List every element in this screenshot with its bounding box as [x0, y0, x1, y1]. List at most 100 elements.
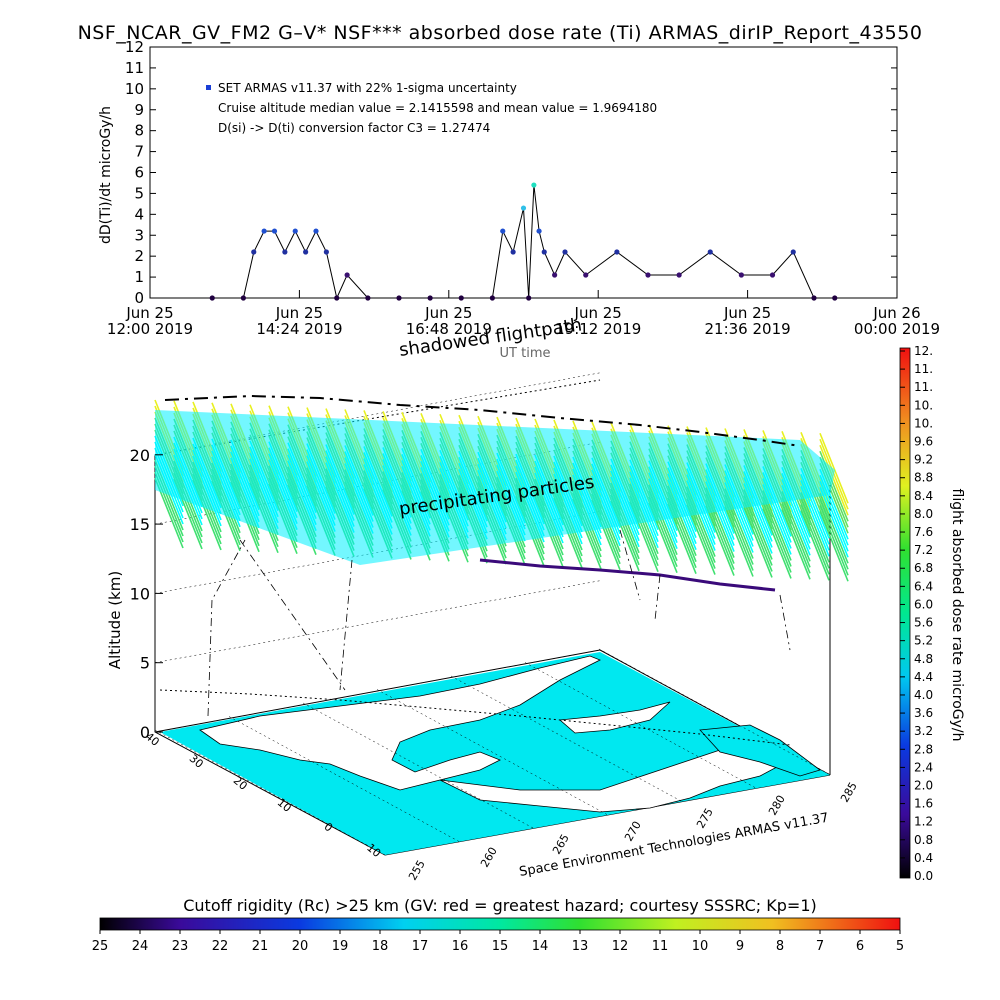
right-colorbar-ticks: 0.0 0.4 0.8 1.2 1.6 2.0 2.4 2.8 3.2 3.6 4.0 4.4 4.8 5…	[900, 344, 933, 883]
timeseries-series	[209, 182, 838, 301]
y-tick-label: 0	[134, 289, 144, 307]
data-point	[536, 228, 542, 234]
data-point	[583, 272, 589, 278]
right-colorbar-tick-label: 11.	[914, 380, 933, 394]
bottom-colorbar-title: Cutoff rigidity (Rc) >25 km (GV: red = g…	[183, 896, 817, 915]
bottom-colorbar-tick-label: 18	[372, 939, 389, 954]
legend-series-label: SET ARMAS v11.37 with 22% 1-sigma uncert…	[218, 81, 517, 95]
right-colorbar-tick-label: 4.0	[914, 688, 933, 702]
data-point	[510, 249, 516, 255]
right-colorbar-tick-label: 7.2	[914, 543, 933, 557]
right-colorbar-tick-label: 7.6	[914, 525, 933, 539]
map-graticule	[154, 648, 830, 856]
longitude-gridline	[228, 716, 460, 842]
wall-grid-line	[154, 580, 601, 663]
right-colorbar-label: flight absorbed dose rate microGy/h	[949, 489, 965, 742]
x-tick-label-line1: Jun 25	[275, 304, 323, 322]
figure-title: NSF_NCAR_GV_FM2 G–V* NSF*** absorbed dos…	[77, 22, 923, 44]
data-point	[811, 295, 817, 301]
scene-gridlines	[154, 372, 601, 733]
y-tick-label: 11	[125, 59, 144, 77]
bottom-colorbar-tick-label: 25	[92, 939, 109, 954]
bottom-colorbar-tick-label: 11	[652, 939, 669, 954]
altitude-ticks: 0 5 10 15 20	[130, 446, 163, 742]
y-tick-label: 8	[134, 122, 144, 140]
data-point	[645, 272, 651, 278]
curtain-stroke-row	[154, 453, 849, 558]
bottom-colorbar-tick-label: 23	[172, 939, 189, 954]
altitude-tick-label: 20	[130, 446, 150, 465]
data-point	[676, 272, 682, 278]
right-colorbar-tick-label: 6.8	[914, 561, 933, 575]
altitude-tick-label: 10	[130, 584, 150, 603]
curtain-stroke-row	[154, 405, 849, 510]
altitude-tick-label: 15	[130, 515, 150, 534]
legend-marker	[206, 85, 211, 90]
curtain-stroke-row	[154, 447, 849, 552]
latitude-tick-label: 40	[143, 730, 162, 749]
longitude-tick-label: 280	[766, 793, 788, 818]
longitude-tick-label: 265	[550, 832, 572, 857]
y-tick-label: 6	[134, 164, 144, 182]
longitude-tick-label: 285	[838, 780, 860, 805]
y-tick-label: 3	[134, 226, 144, 244]
bottom-colorbar-tick-label: 12	[612, 939, 629, 954]
curtain-stroke-row	[154, 429, 849, 534]
right-colorbar-tick-label: 2.8	[914, 742, 933, 756]
data-point	[344, 272, 350, 278]
data-point	[261, 228, 267, 234]
bottom-colorbar	[99, 917, 901, 931]
longitude-gridline	[598, 648, 830, 775]
data-point	[427, 295, 433, 301]
bottom-colorbar-tick-label: 21	[252, 939, 269, 954]
right-colorbar-tick-label: 4.8	[914, 652, 933, 666]
x-tick-label-line1: Jun 25	[125, 304, 173, 322]
right-colorbar-tick-label: 8.4	[914, 489, 933, 503]
curtain-stroke-row	[154, 423, 849, 528]
bottom-colorbar-ticks: 25 24 23 22 21 20 19 18 17 16 15 14 13 12 11 10 9 8 7 6 5	[92, 930, 904, 954]
bottom-colorbar-tick-label: 20	[292, 939, 309, 954]
data-point	[313, 228, 319, 234]
wall-grid-line	[154, 649, 601, 733]
ground-map	[160, 652, 830, 855]
data-point	[489, 295, 495, 301]
legend-median-mean: Cruise altitude median value = 2.1415598…	[218, 101, 657, 115]
data-point	[292, 228, 298, 234]
bottom-colorbar-tick-label: 8	[776, 939, 784, 954]
bottom-colorbar-tick-label: 15	[492, 939, 509, 954]
bottom-colorbar-tick-label: 14	[532, 939, 549, 954]
curtain-stroke-row	[154, 459, 849, 564]
data-point	[365, 295, 371, 301]
right-colorbar-tick-label: 9.2	[914, 453, 933, 467]
y-tick-label: 12	[125, 38, 144, 56]
x-tick-label-line2: 14:24 2019	[256, 320, 342, 338]
curtain-stroke-row	[154, 471, 849, 576]
data-point	[562, 249, 568, 255]
x-tick-label-line1: Jun 25	[574, 304, 622, 322]
right-colorbar	[899, 347, 911, 879]
curtain-core	[155, 410, 835, 565]
longitude-tick-label: 275	[694, 806, 716, 831]
right-colorbar-tick-label: 0.4	[914, 851, 933, 865]
flight-track	[479, 558, 776, 592]
right-colorbar-tick-label: 3.6	[914, 706, 933, 720]
x-tick-label-line2: 21:36 2019	[705, 320, 791, 338]
timeseries-ylabel: dD(Ti)/dt microGy/h	[98, 106, 114, 244]
data-point	[769, 272, 776, 278]
data-point	[251, 249, 257, 255]
right-colorbar-tick-label: 6.0	[914, 597, 933, 611]
bottom-colorbar-tick-label: 10	[692, 939, 709, 954]
ocean-surface	[160, 652, 830, 855]
bottom-colorbar-tick-label: 5	[896, 939, 904, 954]
y-tick-label: 5	[134, 184, 144, 202]
data-point	[552, 272, 558, 278]
data-point	[531, 182, 537, 188]
x-tick-label-line1: Jun 25	[424, 304, 472, 322]
curtain-stroke-row	[154, 435, 849, 540]
latitude-tick-label: 10	[275, 796, 294, 815]
longitude-gridline	[376, 689, 608, 815]
altitude-tick-label: 5	[140, 654, 150, 673]
bottom-colorbar-tick-label: 19	[332, 939, 349, 954]
